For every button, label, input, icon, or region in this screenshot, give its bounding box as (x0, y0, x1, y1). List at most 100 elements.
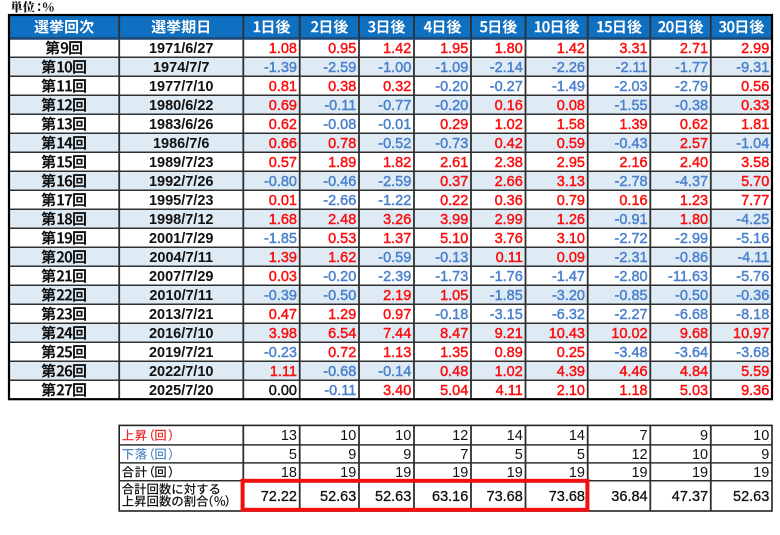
svg-text:-2.26: -2.26 (552, 60, 585, 76)
svg-text:47.37: 47.37 (672, 489, 708, 505)
svg-text:-0.01: -0.01 (378, 117, 411, 133)
svg-text:63.16: 63.16 (432, 489, 468, 505)
svg-text:-5.76: -5.76 (736, 269, 769, 285)
svg-text:3.10: 3.10 (557, 231, 585, 247)
svg-text:-3.68: -3.68 (736, 345, 769, 361)
svg-text:1.42: 1.42 (557, 41, 585, 57)
svg-text:8.47: 8.47 (440, 326, 468, 342)
svg-text:0.79: 0.79 (557, 193, 585, 209)
svg-text:2.38: 2.38 (495, 155, 523, 171)
svg-text:2.95: 2.95 (557, 155, 585, 171)
svg-text:-0.39: -0.39 (264, 288, 297, 304)
svg-text:-0.43: -0.43 (615, 136, 648, 152)
svg-text:-2.11: -2.11 (616, 60, 648, 76)
svg-text:13: 13 (281, 428, 297, 444)
svg-text:19: 19 (340, 465, 356, 481)
svg-text:0.57: 0.57 (269, 155, 297, 171)
svg-text:1.29: 1.29 (328, 307, 356, 323)
svg-text:-1.85: -1.85 (264, 231, 297, 247)
svg-text:19: 19 (753, 465, 769, 481)
svg-text:0.95: 0.95 (328, 41, 356, 57)
svg-text:2016/7/10: 2016/7/10 (149, 326, 214, 342)
svg-text:-1.55: -1.55 (615, 98, 648, 114)
svg-text:52.63: 52.63 (320, 489, 356, 505)
svg-text:3.58: 3.58 (741, 155, 769, 171)
svg-text:-1.47: -1.47 (552, 269, 585, 285)
svg-text:9: 9 (403, 447, 411, 463)
svg-text:0.89: 0.89 (495, 345, 523, 361)
svg-text:10: 10 (753, 428, 769, 444)
svg-text:-1.04: -1.04 (736, 136, 769, 152)
svg-text:3.13: 3.13 (557, 174, 585, 190)
svg-text:-2.14: -2.14 (490, 60, 523, 76)
svg-text:-0.20: -0.20 (435, 79, 468, 95)
svg-text:1.95: 1.95 (440, 41, 468, 57)
svg-text:1.80: 1.80 (680, 212, 708, 228)
svg-text:19: 19 (507, 465, 523, 481)
svg-text:0.16: 0.16 (619, 193, 647, 209)
svg-text:1974/7/7: 1974/7/7 (153, 60, 209, 76)
svg-text:-0.46: -0.46 (323, 174, 356, 190)
svg-text:-4.25: -4.25 (736, 212, 769, 228)
svg-text:2.57: 2.57 (680, 136, 708, 152)
svg-text:0.11: 0.11 (496, 250, 523, 266)
svg-text:12: 12 (631, 447, 647, 463)
svg-text:14: 14 (569, 428, 585, 444)
svg-text:-2.79: -2.79 (675, 79, 708, 95)
svg-text:9.68: 9.68 (680, 326, 708, 342)
svg-text:2022/7/10: 2022/7/10 (149, 364, 214, 380)
svg-text:-2.80: -2.80 (615, 269, 648, 285)
svg-text:-2.27: -2.27 (615, 307, 648, 323)
svg-text:-0.80: -0.80 (264, 174, 297, 190)
svg-text:1980/6/22: 1980/6/22 (149, 98, 214, 114)
svg-text:2013/7/21: 2013/7/21 (149, 307, 214, 323)
svg-text:-0.85: -0.85 (615, 288, 648, 304)
svg-text:0.32: 0.32 (383, 79, 411, 95)
svg-text:0.29: 0.29 (440, 117, 468, 133)
svg-text:4.46: 4.46 (619, 364, 647, 380)
svg-text:19: 19 (569, 465, 585, 481)
svg-text:-1.77: -1.77 (675, 60, 708, 76)
svg-text:-0.20: -0.20 (435, 98, 468, 114)
svg-text:0.25: 0.25 (557, 345, 585, 361)
svg-text:9: 9 (700, 428, 708, 444)
svg-text:1.37: 1.37 (383, 231, 411, 247)
svg-text:-0.50: -0.50 (323, 288, 356, 304)
svg-text:12: 12 (452, 428, 468, 444)
svg-text:-0.13: -0.13 (435, 250, 468, 266)
svg-text:1992/7/26: 1992/7/26 (149, 174, 214, 190)
svg-text:2.19: 2.19 (383, 288, 411, 304)
svg-text:0.38: 0.38 (328, 79, 356, 95)
svg-text:1.13: 1.13 (383, 345, 411, 361)
svg-text:5.59: 5.59 (741, 364, 769, 380)
svg-text:-9.31: -9.31 (736, 60, 769, 76)
svg-text:-1.39: -1.39 (264, 60, 297, 76)
svg-text:0.78: 0.78 (328, 136, 356, 152)
svg-text:1.42: 1.42 (383, 41, 411, 57)
svg-text:3.99: 3.99 (440, 212, 468, 228)
svg-text:1.39: 1.39 (269, 250, 297, 266)
svg-text:0.48: 0.48 (440, 364, 468, 380)
svg-text:5: 5 (577, 447, 585, 463)
svg-text:2.66: 2.66 (495, 174, 523, 190)
svg-text:-0.91: -0.91 (615, 212, 648, 228)
svg-text:19: 19 (395, 465, 411, 481)
svg-text:2007/7/29: 2007/7/29 (149, 269, 214, 285)
svg-text:1.11: 1.11 (270, 364, 297, 380)
svg-text:7: 7 (640, 428, 648, 444)
svg-text:0.72: 0.72 (328, 345, 356, 361)
svg-text:73.68: 73.68 (549, 489, 585, 505)
svg-text:-3.15: -3.15 (490, 307, 523, 323)
svg-text:-1.49: -1.49 (552, 79, 585, 95)
svg-text:2004/7/11: 2004/7/11 (149, 250, 213, 266)
svg-text:0.59: 0.59 (557, 136, 585, 152)
svg-text:73.68: 73.68 (487, 489, 523, 505)
svg-text:0.47: 0.47 (269, 307, 297, 323)
svg-text:0.97: 0.97 (383, 307, 411, 323)
svg-text:-2.03: -2.03 (615, 79, 648, 95)
svg-text:1.35: 1.35 (440, 345, 468, 361)
svg-text:1.05: 1.05 (440, 288, 468, 304)
svg-text:10: 10 (692, 447, 708, 463)
svg-text:19: 19 (452, 465, 468, 481)
svg-text:-0.52: -0.52 (378, 136, 411, 152)
